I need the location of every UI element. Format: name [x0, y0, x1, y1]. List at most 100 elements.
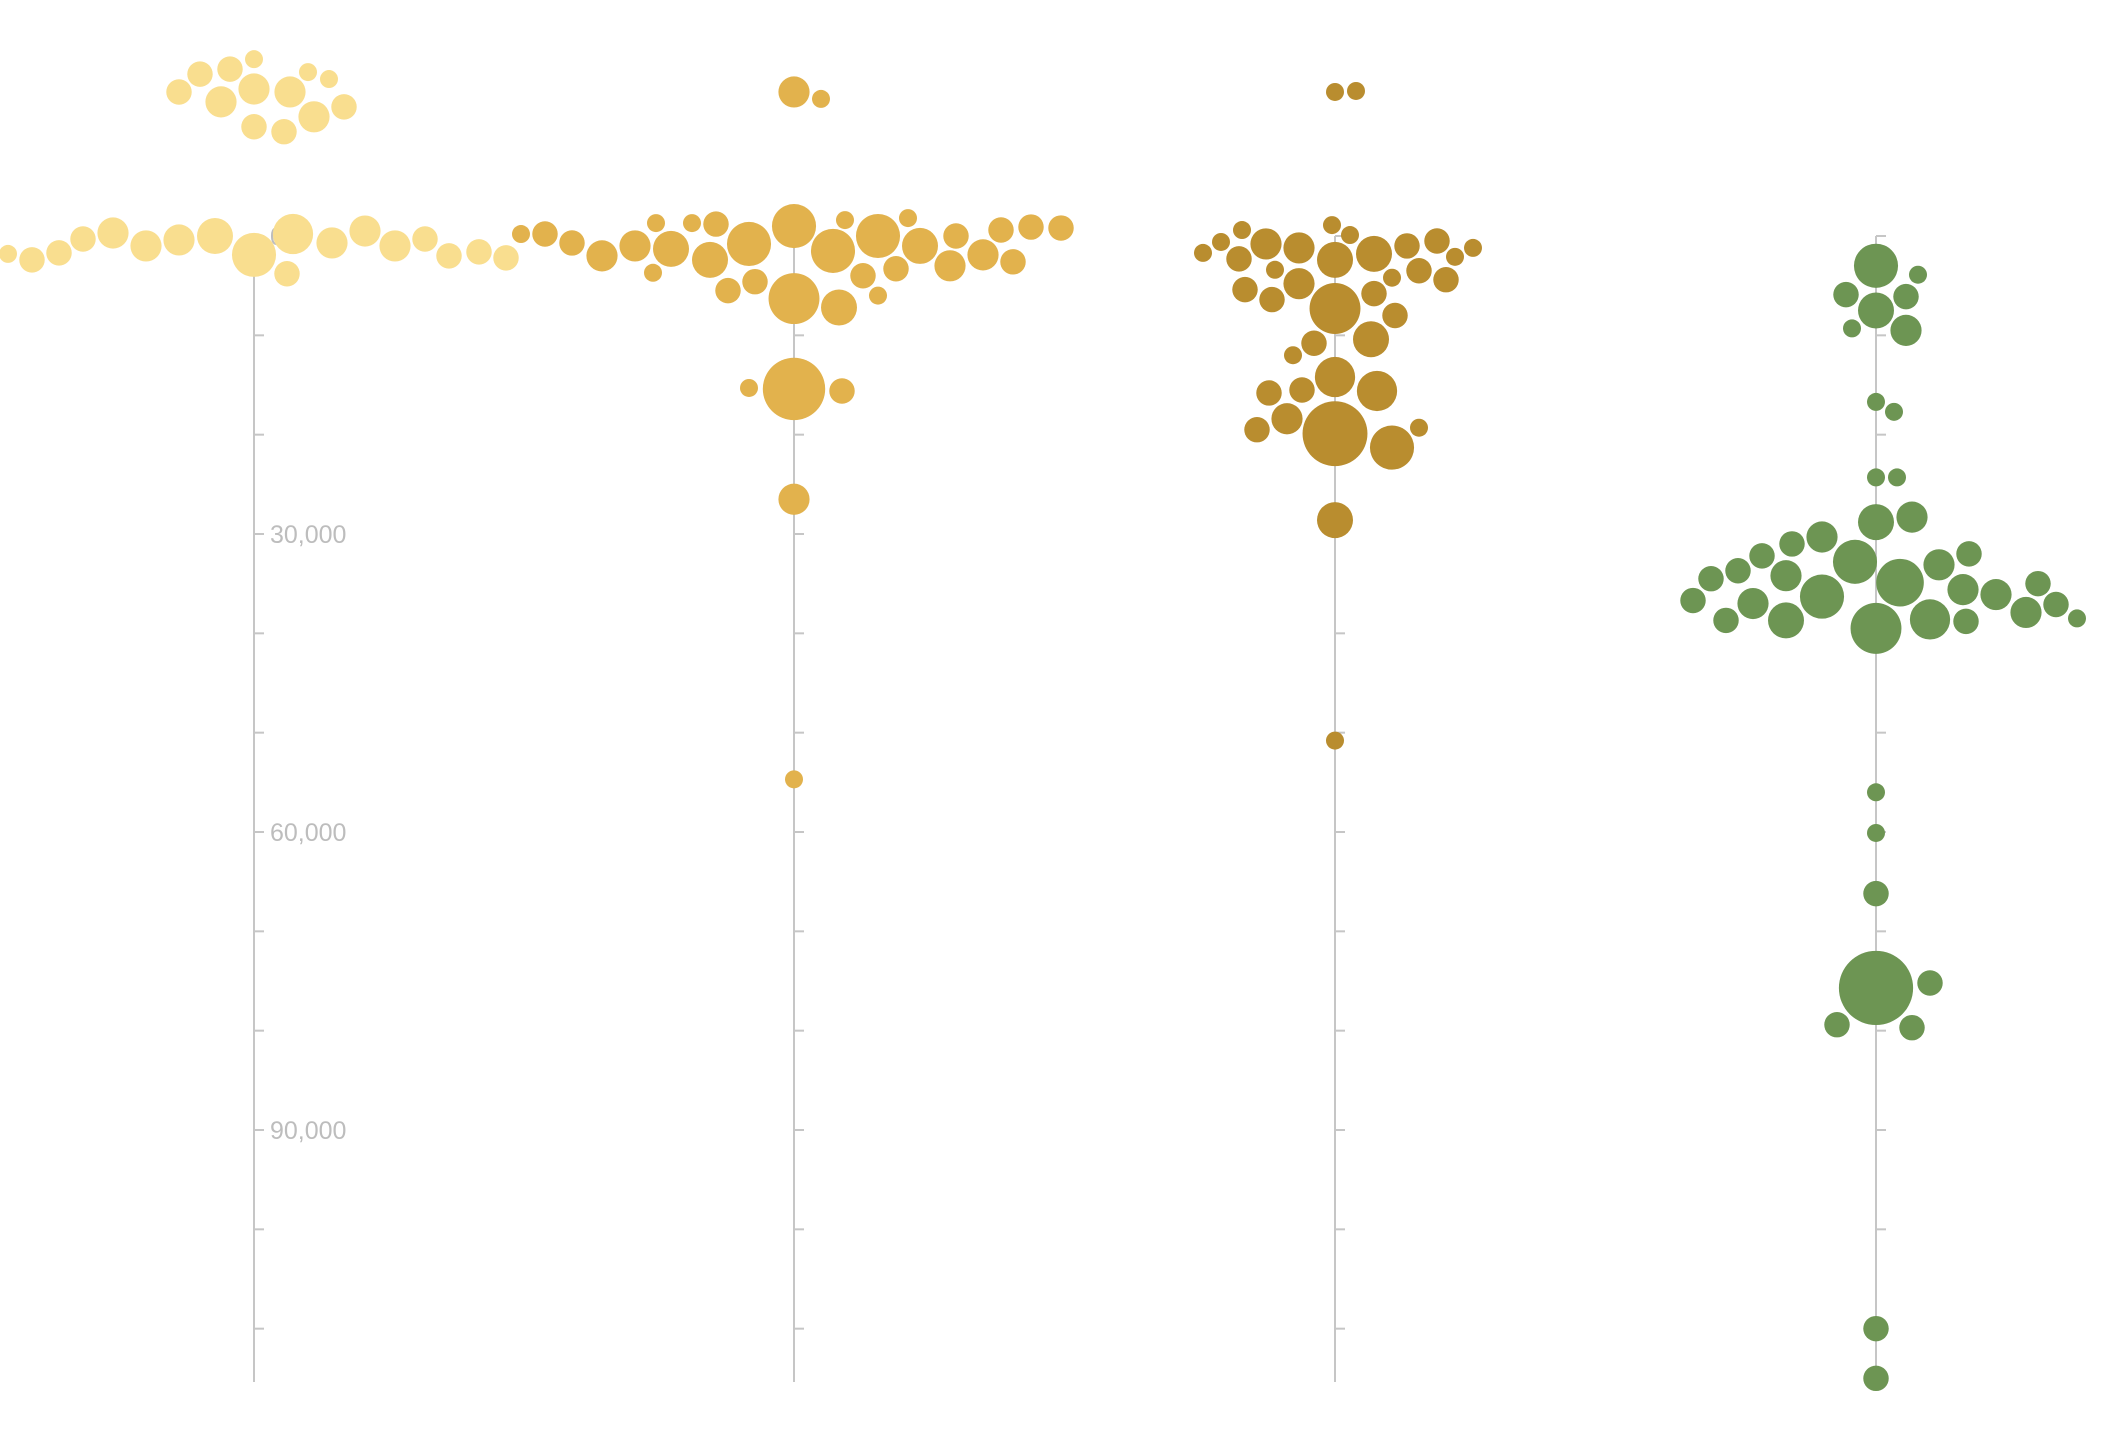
bubble-series-1-28: [493, 245, 519, 271]
bubble-series-2-27: [902, 227, 938, 264]
bubble-series-4-43: [1824, 1011, 1850, 1038]
bubble-series-2-7: [967, 239, 999, 271]
bubble-series-2-30: [644, 263, 662, 282]
bubble-series-1-7: [166, 79, 192, 105]
bubble-series-4-36: [1909, 599, 1951, 640]
bubble-series-2-22: [810, 228, 856, 273]
bubble-series-3-1: [1347, 81, 1365, 100]
bubble-series-1-1: [217, 56, 243, 82]
bubble-series-3-32: [1256, 380, 1282, 406]
bubble-series-4-3: [1833, 281, 1859, 308]
bubble-series-4-2: [1893, 283, 1919, 310]
bubble-series-1-15: [163, 224, 195, 256]
bubble-series-2-3: [1000, 249, 1026, 275]
bubble-series-3-18: [1283, 268, 1315, 300]
bubble-series-2-20: [647, 214, 665, 233]
bubble-series-2-16: [988, 217, 1014, 243]
bubble-series-3-37: [1369, 425, 1415, 470]
bubble-series-3-35: [1410, 418, 1428, 437]
bubble-series-1-9: [331, 94, 357, 120]
bubble-series-2-11: [771, 204, 817, 249]
bubble-series-3-4: [1446, 247, 1464, 266]
bubble-series-1-18: [197, 218, 233, 254]
bubble-series-3-6: [1341, 226, 1359, 245]
bubble-series-4-9: [1867, 468, 1885, 487]
bubble-series-3-24: [1309, 283, 1361, 334]
bubble-series-3-26: [1353, 321, 1389, 358]
bubble-series-4-40: [1917, 970, 1943, 996]
bubble-series-2-37: [778, 483, 810, 515]
bubble-series-1-21: [46, 240, 72, 266]
bubble-series-1-25: [466, 239, 492, 265]
bubble-series-4-21: [2025, 570, 2051, 597]
bubble-series-1-27: [274, 261, 300, 287]
bubble-series-3-38: [1317, 502, 1353, 539]
bubble-series-1-12: [271, 118, 297, 145]
bubble-series-3-7: [1356, 235, 1392, 272]
bubble-series-1-11: [241, 114, 267, 140]
bubble-series-2-17: [683, 214, 701, 233]
bubble-series-3-15: [1226, 246, 1252, 272]
bubble-series-1-17: [316, 227, 348, 259]
bubble-series-2-35: [740, 378, 758, 397]
bubble-series-2-19: [899, 209, 917, 228]
bubble-series-4-35: [1850, 602, 1902, 654]
bubble-series-4-28: [2043, 591, 2069, 618]
bubble-series-2-38: [785, 770, 803, 789]
bubble-series-1-4: [320, 70, 338, 89]
bubble-series-4-12: [1896, 501, 1928, 533]
bubble-series-1-19: [436, 243, 462, 269]
bubble-series-3-22: [1383, 268, 1401, 287]
bubble-series-4-0: [1853, 243, 1899, 288]
bubble-series-2-13: [586, 240, 618, 272]
bubble-series-2-36: [829, 378, 855, 404]
bubble-series-4-23: [1947, 574, 1979, 606]
bubble-series-2-14: [850, 263, 876, 289]
bubble-series-4-19: [1725, 558, 1751, 584]
bubble-series-1-29: [97, 217, 129, 249]
bubble-series-4-4: [1858, 292, 1894, 329]
y-tick-label: 30,000: [270, 521, 346, 549]
bubble-series-2-31: [715, 277, 741, 304]
bubble-series-3-0: [1326, 82, 1344, 101]
bubble-series-3-16: [1464, 238, 1482, 257]
bubble-series-3-23: [1433, 266, 1459, 293]
bubble-series-3-13: [1424, 228, 1450, 254]
bubble-series-2-8: [559, 230, 585, 256]
bubble-series-3-10: [1250, 228, 1282, 260]
bubble-series-2-4: [619, 230, 651, 262]
bubble-series-2-25: [883, 256, 909, 282]
bubble-series-2-32: [768, 273, 820, 325]
bubble-series-2-5: [943, 223, 969, 249]
bubble-series-4-37: [1867, 783, 1885, 802]
bubble-series-4-30: [2010, 596, 2042, 629]
bubble-series-4-18: [1923, 549, 1955, 581]
bubble-series-4-41: [1838, 950, 1914, 1026]
bubble-series-4-20: [1770, 560, 1802, 592]
bubble-series-1-30: [379, 230, 411, 262]
bubble-series-4-32: [1713, 607, 1739, 634]
bubble-series-4-11: [1858, 504, 1894, 541]
bubble-series-3-39: [1326, 731, 1344, 750]
bubble-series-3-3: [1317, 241, 1353, 278]
bubble-series-2-0: [778, 76, 810, 108]
bubble-series-4-44: [1863, 1315, 1889, 1342]
bubble-series-2-12: [512, 225, 530, 244]
bubble-series-2-34: [762, 357, 826, 421]
bubble-series-1-6: [274, 76, 306, 108]
bubble-series-4-13: [1806, 521, 1838, 553]
bubble-series-1-24: [130, 230, 162, 262]
bubble-series-3-27: [1301, 330, 1327, 357]
bubble-series-4-39: [1863, 880, 1889, 907]
bubble-series-3-25: [1382, 302, 1408, 329]
bubble-series-3-33: [1271, 403, 1303, 435]
bubble-series-4-1: [1909, 265, 1927, 284]
bubble-series-3-34: [1244, 416, 1270, 443]
bubble-series-1-8: [205, 86, 237, 118]
bubble-series-2-26: [726, 221, 772, 266]
bubble-series-3-31: [1356, 370, 1398, 412]
y-tick-label: 90,000: [270, 1117, 346, 1145]
bubble-series-2-21: [532, 221, 558, 247]
bubble-series-3-8: [1283, 232, 1315, 264]
bubble-series-4-45: [1863, 1365, 1889, 1392]
